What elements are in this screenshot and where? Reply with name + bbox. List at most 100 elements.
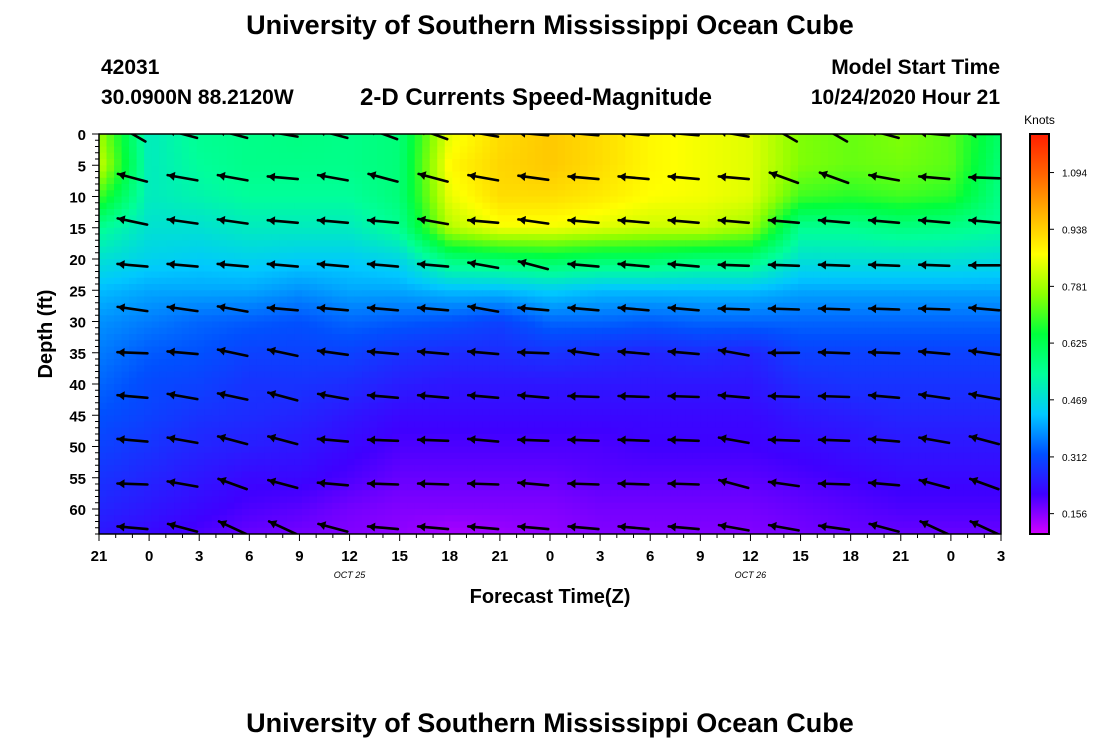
heatmap-cell <box>519 309 529 316</box>
heatmap-cell <box>730 190 739 198</box>
heatmap-cell <box>722 384 731 391</box>
heatmap-cell <box>204 221 213 229</box>
heatmap-cell <box>414 259 423 266</box>
heatmap-cell <box>858 334 867 341</box>
heatmap-cell <box>339 284 348 291</box>
heatmap-cell <box>918 365 927 373</box>
heatmap-cell <box>828 334 837 341</box>
heatmap-cell <box>256 290 265 298</box>
heatmap-cell <box>121 284 130 291</box>
heatmap-cell <box>828 377 837 385</box>
heatmap-cell <box>211 152 220 160</box>
heatmap-cell <box>572 302 581 310</box>
heatmap-cell <box>99 334 108 341</box>
heatmap-cell <box>219 340 228 348</box>
heatmap-cell <box>399 371 408 379</box>
heatmap-cell <box>978 265 987 273</box>
heatmap-cell <box>196 259 205 266</box>
heatmap-cell <box>452 246 461 254</box>
heatmap-cell <box>730 309 739 316</box>
heatmap-cell <box>144 152 153 160</box>
heatmap-cell <box>955 352 965 360</box>
heatmap-cell <box>655 271 664 279</box>
heatmap-cell <box>873 196 882 204</box>
heatmap-cell <box>166 284 175 291</box>
heatmap-cell <box>392 240 401 248</box>
heatmap-cell <box>384 340 393 348</box>
heatmap-cell <box>489 165 498 173</box>
heatmap-cell <box>129 315 138 323</box>
heatmap-cell <box>316 340 326 348</box>
heatmap-cell <box>850 334 859 341</box>
heatmap-cell <box>978 234 987 241</box>
heatmap-cell <box>129 234 138 241</box>
heatmap-cell <box>332 340 341 348</box>
heatmap-cell <box>482 159 491 166</box>
heatmap-cell <box>955 234 965 241</box>
heatmap-cell <box>948 184 957 191</box>
heatmap-cell <box>249 302 258 310</box>
heatmap-cell <box>745 321 754 329</box>
heatmap-cell <box>467 384 476 391</box>
heatmap-cell <box>895 227 904 235</box>
heatmap-cell <box>970 227 980 235</box>
heatmap-cell <box>286 159 296 166</box>
heatmap-cell <box>309 371 318 379</box>
heatmap-cell <box>798 252 807 260</box>
heatmap-cell <box>114 190 123 198</box>
heatmap-cell <box>955 346 965 354</box>
heatmap-cell <box>985 215 995 223</box>
heatmap-cell <box>670 209 679 216</box>
heatmap-cell <box>301 240 311 248</box>
heatmap-cell <box>399 340 408 348</box>
heatmap-cell <box>504 334 514 341</box>
heatmap-cell <box>955 146 965 154</box>
heatmap-cell <box>617 196 626 204</box>
heatmap-cell <box>565 159 574 166</box>
heatmap-cell <box>256 284 265 291</box>
heatmap-cell <box>241 246 250 254</box>
heatmap-cell <box>159 315 168 323</box>
heatmap-cell <box>219 221 228 229</box>
heatmap-cell <box>339 252 348 260</box>
heatmap-cell <box>294 327 303 335</box>
heatmap-cell <box>692 152 701 160</box>
heatmap-cell <box>752 177 762 185</box>
heatmap-cell <box>309 227 318 235</box>
heatmap-cell <box>640 196 649 204</box>
heatmap-cell <box>211 321 220 329</box>
heatmap-cell <box>264 209 273 216</box>
heatmap-cell <box>625 277 634 285</box>
heatmap-cell <box>181 240 190 248</box>
heatmap-cell <box>655 209 664 216</box>
heatmap-cell <box>459 302 468 310</box>
heatmap-cell <box>843 246 852 254</box>
heatmap-cell <box>565 246 574 254</box>
heatmap-cell <box>369 384 378 391</box>
heatmap-cell <box>632 190 641 198</box>
heatmap-cell <box>828 284 837 291</box>
heatmap-cell <box>993 265 1001 273</box>
heatmap-cell <box>993 309 1001 316</box>
heatmap-cell <box>534 234 544 241</box>
heatmap-cell <box>444 334 453 341</box>
heatmap-cell <box>437 321 446 329</box>
heatmap-cell <box>550 334 559 341</box>
heatmap-cell <box>226 352 235 360</box>
heatmap-cell <box>715 302 724 310</box>
heatmap-cell <box>234 277 243 285</box>
heatmap-cell <box>572 271 581 279</box>
heatmap-cell <box>595 315 604 323</box>
heatmap-cell <box>670 277 679 285</box>
heatmap-cell <box>880 352 889 360</box>
heatmap-cell <box>715 159 724 166</box>
heatmap-cell <box>850 359 859 366</box>
heatmap-cell <box>580 171 589 179</box>
heatmap-cell <box>767 146 777 154</box>
heatmap-cell <box>715 215 724 223</box>
heatmap-cell <box>760 209 769 216</box>
heatmap-cell <box>805 209 814 216</box>
heatmap-cell <box>948 315 957 323</box>
heatmap-cell <box>993 215 1001 223</box>
heatmap-cell <box>474 340 483 348</box>
